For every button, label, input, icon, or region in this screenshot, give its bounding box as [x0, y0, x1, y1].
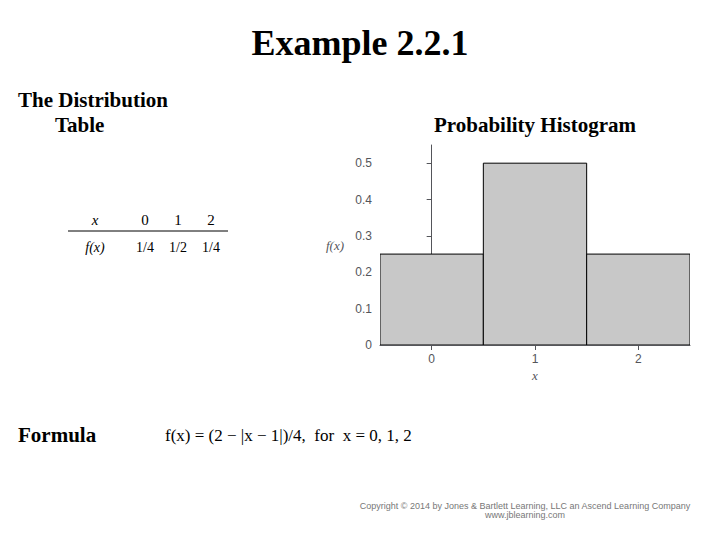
svg-text:0.4: 0.4	[355, 193, 372, 207]
svg-text:1: 1	[174, 212, 182, 228]
svg-text:f(x): f(x)	[326, 238, 344, 253]
svg-text:1/4: 1/4	[136, 240, 154, 255]
svg-text:x: x	[91, 212, 99, 228]
svg-text:f(x): f(x)	[85, 240, 105, 256]
svg-text:0: 0	[365, 338, 372, 352]
svg-text:1: 1	[532, 352, 539, 366]
svg-text:0: 0	[141, 212, 149, 228]
svg-text:0.2: 0.2	[355, 265, 372, 279]
svg-text:Table: Table	[55, 113, 104, 137]
svg-text:0.1: 0.1	[355, 302, 372, 316]
svg-text:f(x) = (2 − |x − 1|)/4, for: f(x) = (2 − |x − 1|)/4, for x = 0, 1, 2	[165, 426, 412, 445]
svg-text:Probability Histogram: Probability Histogram	[434, 113, 637, 137]
svg-text:2: 2	[635, 352, 642, 366]
svg-text:Example 2.2.1: Example 2.2.1	[251, 23, 468, 63]
svg-text:1/2: 1/2	[169, 240, 187, 255]
svg-text:Formula: Formula	[18, 423, 97, 447]
svg-text:The Distribution: The Distribution	[18, 88, 168, 112]
svg-text:2: 2	[207, 212, 215, 228]
svg-text:0: 0	[428, 352, 435, 366]
svg-text:www.jblearning.com: www.jblearning.com	[484, 510, 565, 520]
svg-text:0.5: 0.5	[355, 156, 372, 170]
svg-text:Copyright © 2014 by Jones & Ba: Copyright © 2014 by Jones & Bartlett Lea…	[359, 500, 691, 511]
svg-text:1/4: 1/4	[202, 240, 220, 255]
svg-text:0.3: 0.3	[355, 229, 372, 243]
svg-text:x: x	[531, 368, 538, 383]
